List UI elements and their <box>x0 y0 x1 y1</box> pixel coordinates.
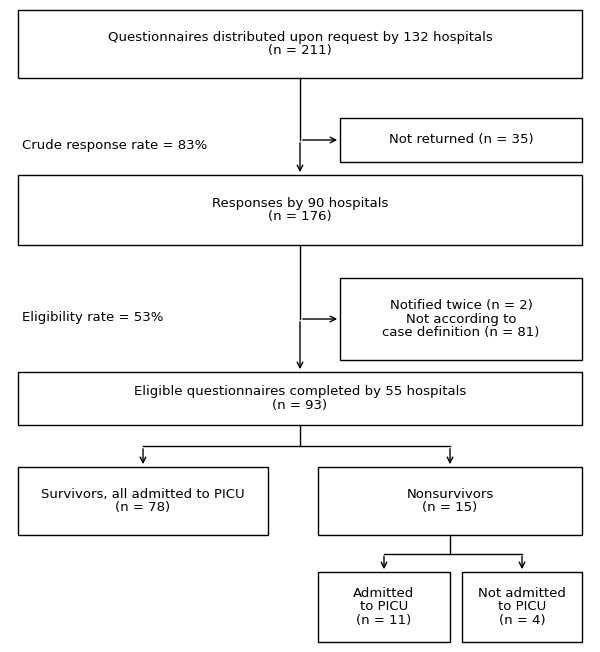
Text: Responses by 90 hospitals: Responses by 90 hospitals <box>212 197 388 210</box>
Bar <box>18 175 582 245</box>
Text: (n = 4): (n = 4) <box>499 614 545 627</box>
Text: to PICU: to PICU <box>498 600 546 614</box>
Bar <box>18 467 268 535</box>
Text: (n = 176): (n = 176) <box>268 210 332 223</box>
Text: Not returned (n = 35): Not returned (n = 35) <box>389 134 533 147</box>
Bar <box>18 372 582 425</box>
Bar <box>340 118 582 162</box>
Text: (n = 15): (n = 15) <box>422 501 478 514</box>
Bar <box>318 572 450 642</box>
Text: Nonsurvivors: Nonsurvivors <box>406 488 494 501</box>
Bar <box>318 467 582 535</box>
Text: (n = 93): (n = 93) <box>272 399 328 412</box>
Text: Notified twice (n = 2): Notified twice (n = 2) <box>389 299 532 312</box>
Bar <box>340 278 582 360</box>
Text: (n = 11): (n = 11) <box>356 614 412 627</box>
Text: Survivors, all admitted to PICU: Survivors, all admitted to PICU <box>41 488 245 501</box>
Text: Admitted: Admitted <box>353 587 415 600</box>
Text: Crude response rate = 83%: Crude response rate = 83% <box>22 138 207 151</box>
Text: Eligible questionnaires completed by 55 hospitals: Eligible questionnaires completed by 55 … <box>134 385 466 398</box>
Bar <box>462 572 582 642</box>
Text: case definition (n = 81): case definition (n = 81) <box>382 326 539 339</box>
Bar <box>18 10 582 78</box>
Text: to PICU: to PICU <box>360 600 408 614</box>
Text: Eligibility rate = 53%: Eligibility rate = 53% <box>22 312 163 325</box>
Text: Not according to: Not according to <box>406 312 516 325</box>
Text: Not admitted: Not admitted <box>478 587 566 600</box>
Text: Questionnaires distributed upon request by 132 hospitals: Questionnaires distributed upon request … <box>107 31 493 44</box>
Text: (n = 78): (n = 78) <box>115 501 170 514</box>
Text: (n = 211): (n = 211) <box>268 44 332 57</box>
